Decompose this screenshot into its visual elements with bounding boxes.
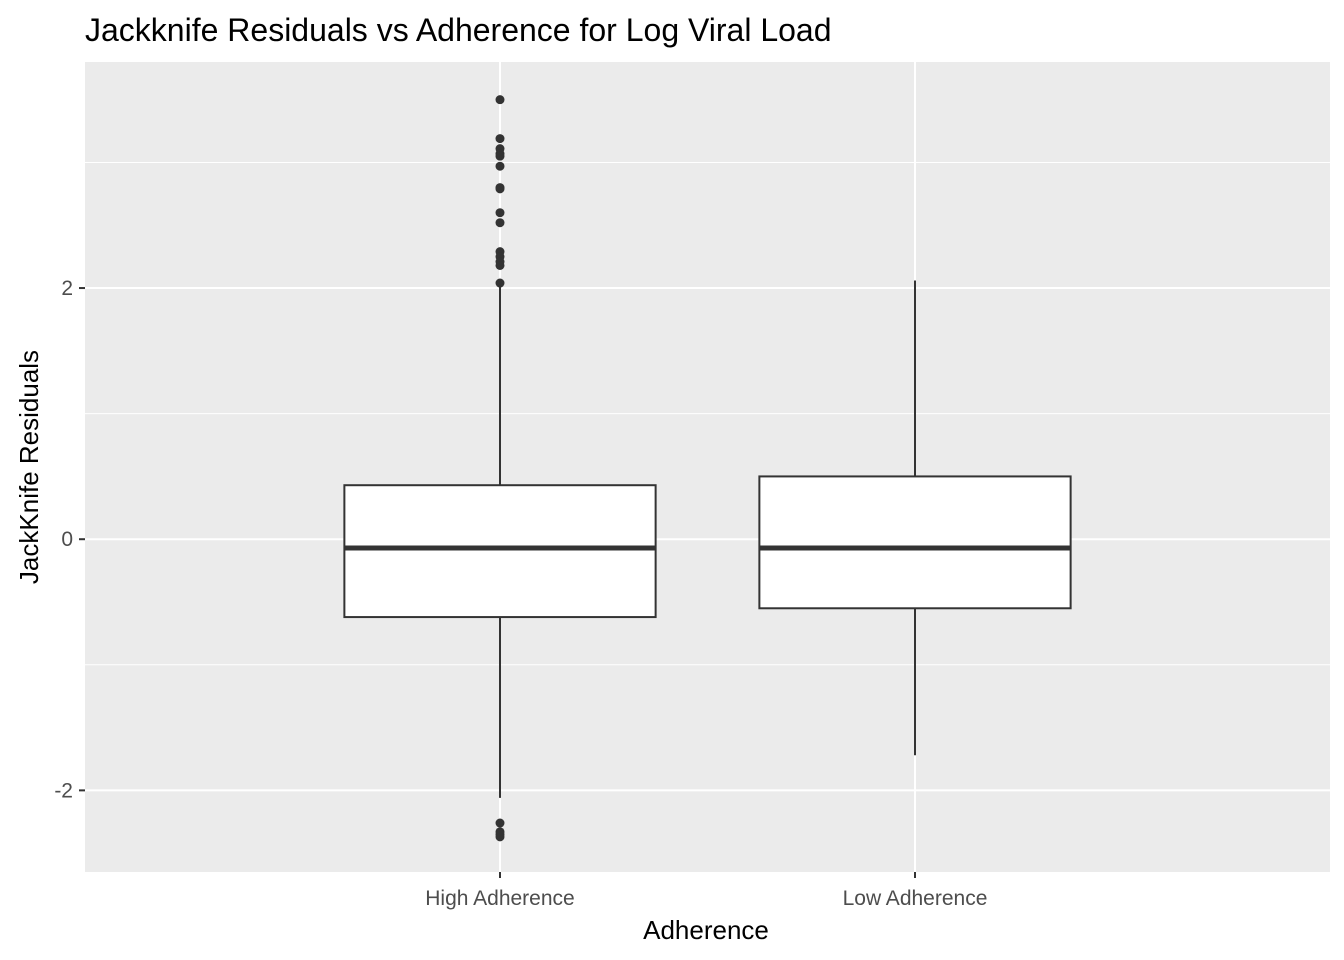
y-axis-title: JackKnife Residuals — [14, 350, 44, 584]
outlier-point — [495, 278, 505, 288]
outlier-point — [495, 218, 505, 228]
x-tick-label: Low Adherence — [843, 887, 988, 910]
outlier-point — [495, 832, 505, 842]
x-axis-title: Adherence — [643, 915, 769, 945]
x-axis: High Adherence Low Adherence — [425, 872, 987, 910]
outlier-point — [495, 95, 505, 105]
box-group — [343, 95, 657, 842]
outlier-point — [495, 151, 505, 161]
y-tick-label: 0 — [61, 528, 73, 551]
y-axis: -2 0 2 — [54, 277, 85, 802]
grid-minor — [85, 161, 1330, 666]
boxes — [343, 95, 1072, 842]
outlier-point — [495, 184, 505, 194]
y-tick-label: -2 — [54, 779, 73, 802]
box — [758, 475, 1072, 610]
box-group — [758, 280, 1072, 756]
outlier-point — [495, 134, 505, 144]
y-tick-label: 2 — [61, 277, 73, 300]
outlier-point — [495, 208, 505, 218]
outlier-point — [495, 818, 505, 828]
plot-panel — [85, 62, 1330, 872]
outlier-point — [495, 260, 505, 270]
outlier-point — [495, 161, 505, 171]
box — [343, 484, 657, 619]
x-tick-label: High Adherence — [425, 887, 574, 910]
chart-title: Jackknife Residuals vs Adherence for Log… — [85, 12, 832, 48]
